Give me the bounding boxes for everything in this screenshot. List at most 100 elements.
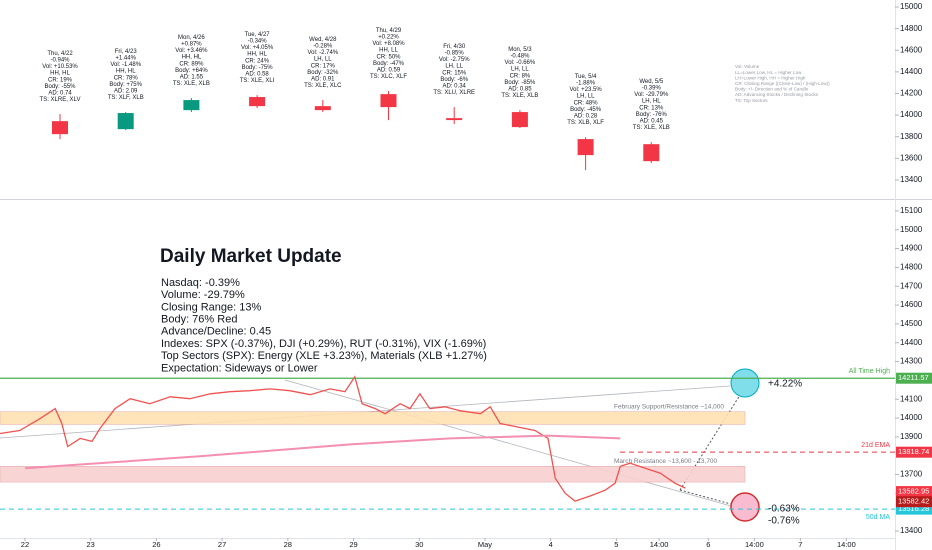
candle-annotation: CR: 50%	[376, 54, 401, 60]
candle-annotation: AD: 0.45	[640, 119, 664, 125]
series-line	[24, 434, 621, 470]
x-tick-label: 27	[218, 540, 226, 549]
candle-body	[643, 144, 660, 162]
y-tick-label: 14200	[900, 89, 923, 98]
update-line: Advance/Decline: 0.45	[161, 326, 271, 338]
candle-annotation: CR: 24%	[245, 58, 270, 64]
y-tick-label: 14400	[900, 338, 923, 347]
price-label-box	[896, 503, 932, 515]
candle-annotation: Vol: +10.53%	[42, 64, 78, 70]
candle-annotation: CR: 15%	[442, 70, 467, 76]
y-tick-label: 14500	[900, 319, 923, 328]
candle-annotation: Mon, 5/3	[508, 47, 532, 53]
zone	[0, 411, 746, 425]
legend-note: TS: Top Sectors	[735, 98, 768, 103]
level-label: All Time High	[849, 368, 890, 375]
candle-body	[183, 100, 200, 111]
x-tick-label: 6	[706, 540, 710, 549]
level-label: 50d MA	[866, 514, 890, 521]
candle-annotation: LH, LL	[577, 94, 595, 100]
update-line: Closing Range: 13%	[161, 301, 262, 313]
candle-annotation: Body: -47%	[373, 61, 405, 67]
candle-annotation: Body: -85%	[504, 80, 536, 86]
price-label: 13582.95	[898, 487, 929, 496]
candle-annotation: LH, HL	[642, 99, 661, 105]
x-tick-label: 28	[284, 540, 292, 549]
price-label-box	[896, 372, 932, 384]
y-tick-label: 13400	[900, 175, 923, 184]
price-label-box	[896, 446, 932, 458]
candle-body	[577, 139, 594, 156]
candle-annotation: HH, HL	[247, 52, 267, 58]
legend-note: Vol: Volume	[735, 64, 760, 69]
candle-annotation: LH, LL	[511, 67, 529, 73]
candle-annotation: Vol: -2.75%	[439, 57, 470, 63]
candle-annotation: Vol: -0.66%	[505, 60, 536, 66]
y-tick-label: 14400	[900, 67, 923, 76]
candle-annotation: AD: 0.85	[508, 87, 532, 93]
candle-annotation: Vol: -29.79%	[634, 92, 669, 98]
candle-body	[117, 113, 134, 130]
price-label-box	[896, 486, 932, 498]
candle-annotation: -0.39%	[642, 86, 662, 92]
candle-annotation: Wed, 4/28	[309, 37, 337, 43]
x-tick-label: May	[478, 540, 492, 549]
zone-label: February Support/Resistance ~14,000	[614, 403, 724, 410]
candle-annotation: CR: 13%	[639, 105, 664, 111]
y-tick-label: 14700	[900, 281, 923, 290]
candle-annotation: TS: XLE, XLI	[240, 78, 275, 84]
candle-annotation: -0.94%	[50, 58, 70, 64]
x-tick-label: 23	[87, 540, 95, 549]
candle-annotation: AD: 0.74	[48, 91, 72, 97]
price-label-box	[896, 496, 932, 508]
candle-annotation: TS: XLE, XLB	[173, 81, 210, 87]
candle-annotation: CR: 89%	[179, 61, 204, 67]
legend-note: CR: Closing Range ((Close-Low) / (High-L…	[735, 81, 830, 86]
y-tick-label: 14800	[900, 24, 923, 33]
callout-text: -0.63%	[768, 504, 800, 515]
zone-label: March Resistance ~13,600 - 13,700	[614, 458, 718, 465]
candle-annotation: CR: 17%	[311, 63, 336, 69]
candle-annotation: Fri, 4/23	[115, 49, 138, 55]
candle-annotation: Wed, 5/5	[639, 79, 664, 85]
y-tick-label: 14900	[900, 244, 923, 253]
candle-annotation: Tue, 4/27	[245, 32, 271, 38]
candle-annotation: Vol: +4.05%	[241, 45, 274, 51]
price-label: 13818.74	[898, 447, 929, 456]
x-tick-label: 7	[798, 540, 802, 549]
x-tick-label: 22	[21, 540, 29, 549]
y-tick-label: 13400	[900, 526, 923, 535]
candle-annotation: Thu, 4/29	[376, 28, 402, 34]
candle-annotation: AD: 1.55	[180, 75, 204, 81]
x-tick-label: 4	[549, 540, 553, 549]
candle-annotation: HH, HL	[182, 55, 202, 61]
candle-annotation: -1.88%	[576, 81, 596, 87]
level-label: 21d EMA	[861, 442, 890, 449]
candle-annotation: -0.48%	[510, 54, 530, 60]
y-tick-label: 14000	[900, 110, 923, 119]
update-line: Nasdaq: -0.39%	[161, 277, 240, 289]
callout-circle	[730, 492, 760, 522]
projection-arrow	[679, 394, 741, 491]
candle-annotation: -0.34%	[248, 38, 268, 44]
candle-annotation: Vol: +8.08%	[372, 41, 405, 47]
candle-annotation: +0.22%	[378, 34, 399, 40]
candle-body	[446, 118, 463, 121]
candle-body	[511, 112, 528, 128]
candle-annotation: CR: 19%	[48, 77, 73, 83]
candle-annotation: Vol: -2.74%	[307, 50, 338, 56]
price-label: 13582.42	[898, 497, 929, 506]
candle-annotation: TS: XLE, XLC	[304, 83, 342, 89]
candle-annotation: HH, HL	[116, 69, 136, 75]
candle-annotation: Body: -55%	[44, 84, 76, 90]
callout-text: +4.22%	[768, 379, 802, 390]
y-tick-label: 15000	[900, 2, 923, 11]
candle-annotation: Body: +64%	[175, 68, 208, 74]
y-tick-label: 15000	[900, 225, 923, 234]
y-tick-label: 14800	[900, 263, 923, 272]
candle-annotation: Body: -76%	[636, 112, 668, 118]
update-title: Daily Market Update	[160, 246, 342, 267]
y-tick-label: 14600	[900, 45, 923, 54]
